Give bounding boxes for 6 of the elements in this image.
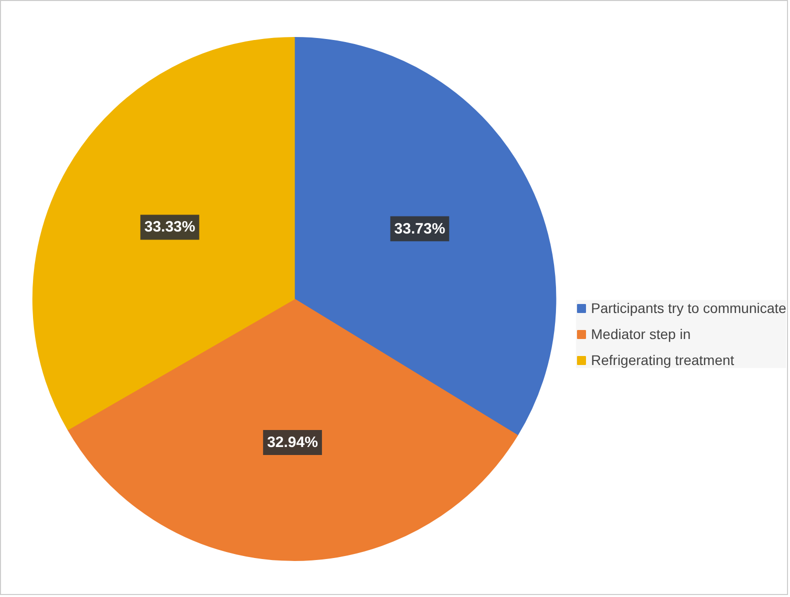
- data-label: 33.33%: [144, 218, 196, 236]
- data-label: 33.73%: [394, 220, 446, 238]
- legend-label: Mediator step in: [591, 326, 691, 342]
- legend-label: Participants try to communicate: [591, 300, 786, 316]
- legend-label: Refrigerating treatment: [591, 352, 734, 368]
- data-label: 32.94%: [267, 434, 318, 452]
